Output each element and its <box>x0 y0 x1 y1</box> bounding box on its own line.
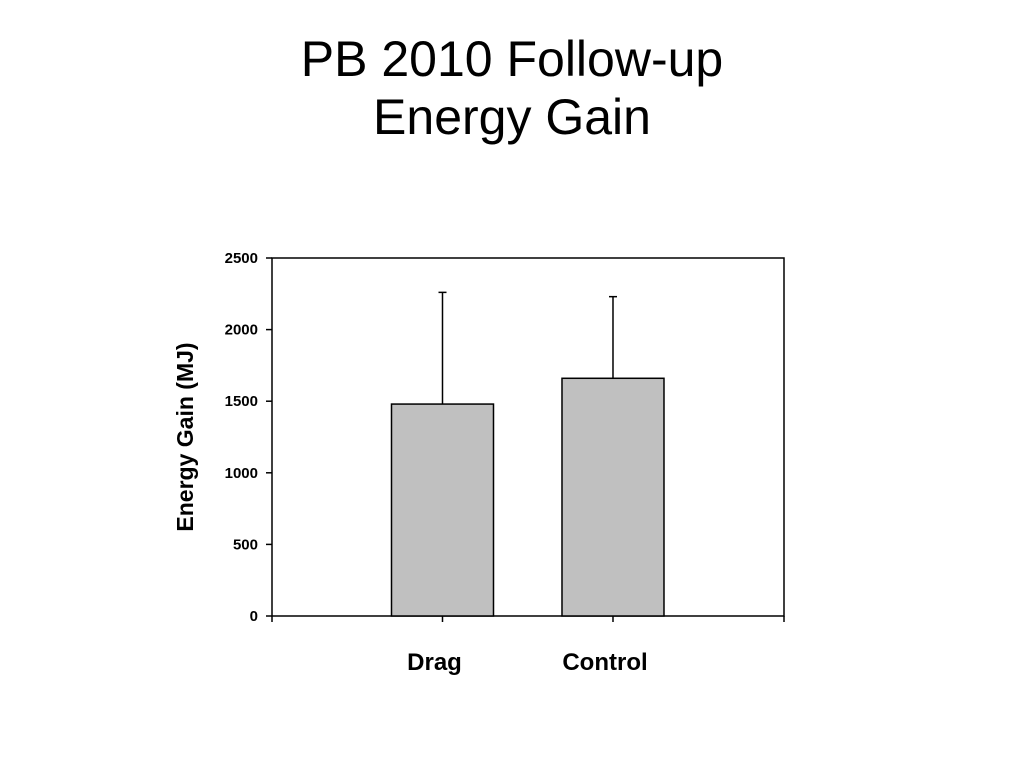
y-axis-title: Energy Gain (MJ) <box>172 342 198 531</box>
chart-title: PB 2010 Follow-up Energy Gain <box>0 30 1024 146</box>
bar-control <box>561 377 665 617</box>
bar-drag <box>390 403 495 617</box>
y-tick-label: 1000 <box>225 465 258 482</box>
y-tick-label: 2000 <box>225 322 258 339</box>
y-tick-label: 1500 <box>225 393 258 410</box>
y-tick-label: 0 <box>250 608 258 625</box>
chart-title-line-1: PB 2010 Follow-up <box>300 31 724 87</box>
y-tick-label: 500 <box>233 536 258 553</box>
y-tick-label: 2500 <box>225 250 258 267</box>
x-category-label: Drag <box>407 649 462 676</box>
chart-title-line-2: Energy Gain <box>373 89 651 145</box>
plot-area: 0 500 1000 1500 2000 2500 Drag Control Energy Ga… <box>172 250 785 676</box>
plot-frame <box>271 257 785 617</box>
x-category-label: Control <box>562 649 647 676</box>
